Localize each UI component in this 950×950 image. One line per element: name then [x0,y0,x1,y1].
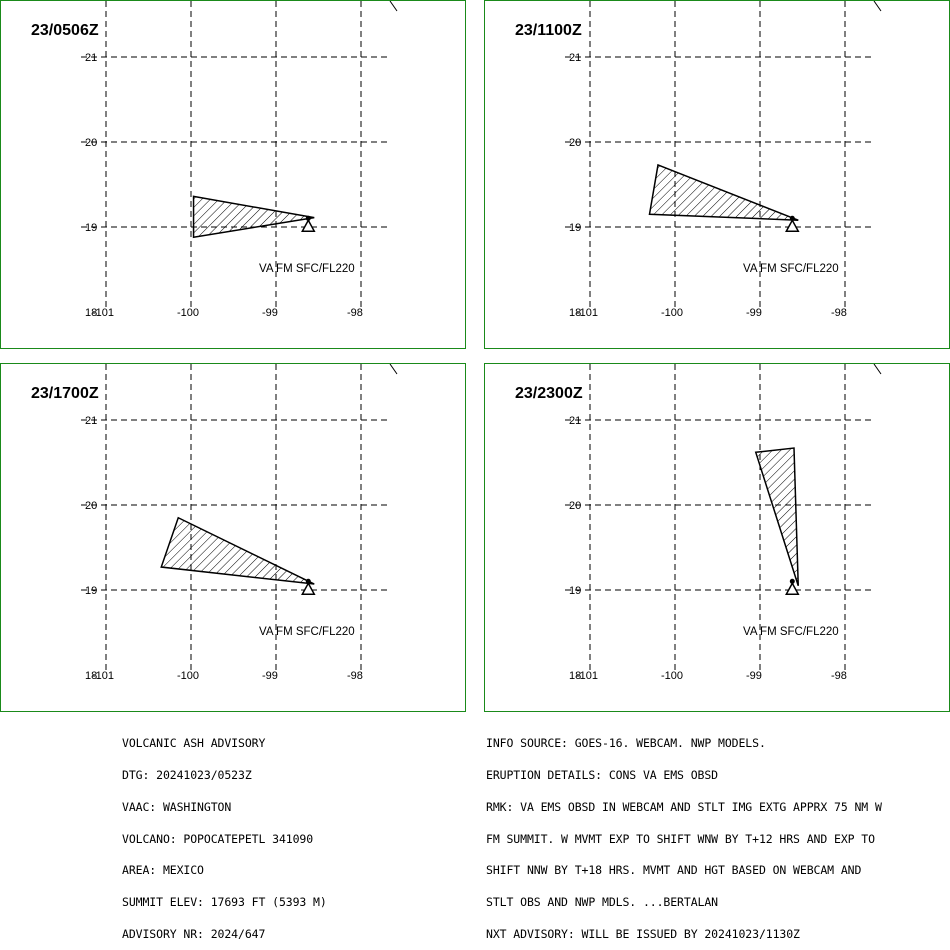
footer-right-line: ERUPTION DETAILS: CONS VA EMS OBSD [486,767,719,782]
ash-cloud-polygon [160,516,315,585]
volcano-summit-dot [789,215,795,221]
footer-right-line: STLT OBS AND NWP MDLS. ...BERTALAN [486,895,719,910]
lon-tick-label: -99 [262,307,278,319]
lon-tick-label: -98 [831,307,847,319]
lon-tick-label: -100 [177,307,199,319]
lat-tick-label: 21 [85,415,97,427]
footer-left-line: AREA: MEXICO [122,863,204,878]
advisory-header-block: VOLCANIC ASH ADVISORY DTG: 20241023/0523… [122,717,327,950]
footer-right-line: NXT ADVISORY: WILL BE ISSUED BY 20241023… [486,926,800,941]
north-tick-mark [389,1,398,12]
lon-tick-label: -98 [831,670,847,682]
lat-tick-label: 18 [85,307,97,319]
lon-tick-label: -99 [746,307,762,319]
lat-tick-label: 19 [85,585,97,597]
advisory-remarks-block: INFO SOURCE: GOES-16. WEBCAM. NWP MODELS… [486,717,882,950]
lat-tick-label: 20 [85,500,97,512]
lat-tick-label: 18 [569,307,581,319]
footer-left-line: SUMMIT ELEV: 17693 FT (5393 M) [122,895,327,910]
volcano-icon [785,218,800,233]
lat-tick-label: 20 [569,137,581,149]
lat-tick-label: 18 [85,670,97,682]
lat-tick-label: 21 [85,52,97,64]
map-panel-1: 21 20 19 18 -101 -100 -99 -98 23/0506Z VA FM SFC/… [0,0,466,349]
lon-tick-label: -98 [347,307,363,319]
lat-tick-label: 18 [569,670,581,682]
map-panel-2: 21 20 19 18 -101 -100 -99 -98 23/1100Z VA FM SFC/… [484,0,950,349]
lon-tick-label: -101 [576,670,598,682]
footer-left-line: VOLCANO: POPOCATEPETL 341090 [122,831,314,846]
lat-tick-label: 19 [85,222,97,234]
footer-right-line: FM SUMMIT. W MVMT EXP TO SHIFT WNW BY T+… [486,831,875,846]
lon-tick-label: -101 [92,307,114,319]
lon-tick-label: -101 [576,307,598,319]
panel-title: 23/1100Z [515,22,582,39]
lat-tick-label: 20 [569,500,581,512]
volcano-icon [785,581,800,596]
footer-left-line: VAAC: WASHINGTON [122,799,232,814]
lat-tick-label: 20 [85,137,97,149]
lat-tick-label: 21 [569,52,581,64]
panel-title: 23/1700Z [31,385,99,402]
lon-tick-label: -99 [746,670,762,682]
lon-tick-label: -99 [262,670,278,682]
lat-tick-label: 19 [569,222,581,234]
footer-left-line: VOLCANIC ASH ADVISORY [122,736,266,751]
ash-level-label: VA FM SFC/FL220 [743,626,839,638]
map-panel-3: 21 20 19 18 -101 -100 -99 -98 23/1700Z VA FM SFC/… [0,363,466,712]
north-tick-mark [389,364,398,375]
map-panel-2-svg: 21 20 19 18-101 -100 -99 -98 23/1100Z VA FM SFC/… [515,1,882,319]
map-panel-4-svg: 21 20 19 18-101 -100 -99 -98 23/2300Z VA FM SFC/… [515,364,882,682]
footer-right-line: SHIFT NNW BY T+18 HRS. MVMT AND HGT BASE… [486,863,862,878]
map-panel-1-svg: 21 20 19 18-101 -100 -99 -98 23/0506Z VA FM SFC/… [31,1,398,319]
ash-level-label: VA FM SFC/FL220 [259,263,355,275]
volcano-summit-dot [305,578,311,584]
ash-level-label: VA FM SFC/FL220 [743,263,839,275]
lon-tick-label: -100 [661,307,683,319]
volcano-icon [301,218,316,233]
map-panel-4: 21 20 19 18 -101 -100 -99 -98 23/2300Z VA FM SFC/… [484,363,950,712]
volcano-icon [301,581,316,596]
lat-tick-label: 21 [569,415,581,427]
ash-level-label: VA FM SFC/FL220 [259,626,355,638]
lat-tick-label: 19 [569,585,581,597]
panel-title: 23/0506Z [31,22,99,39]
volcano-summit-dot [789,578,795,584]
footer-right-line: INFO SOURCE: GOES-16. WEBCAM. NWP MODELS… [486,736,766,751]
lon-tick-label: -100 [177,670,199,682]
lon-tick-label: -101 [92,670,114,682]
north-tick-mark [873,1,882,12]
lon-tick-label: -98 [347,670,363,682]
volcano-summit-dot [305,215,311,221]
footer-right-line: RMK: VA EMS OBSD IN WEBCAM AND STLT IMG … [486,799,882,814]
footer-left-line: ADVISORY NR: 2024/647 [122,926,266,941]
panel-title: 23/2300Z [515,385,583,402]
ash-cloud-polygon [648,163,799,221]
map-panel-3-svg: 21 20 19 18-101 -100 -99 -98 23/1700Z VA FM SFC/… [31,364,398,682]
footer-left-line: DTG: 20241023/0523Z [122,767,252,782]
north-tick-mark [873,364,882,375]
ash-cloud-polygon [192,195,315,239]
ash-cloud-polygon [754,447,799,586]
lon-tick-label: -100 [661,670,683,682]
